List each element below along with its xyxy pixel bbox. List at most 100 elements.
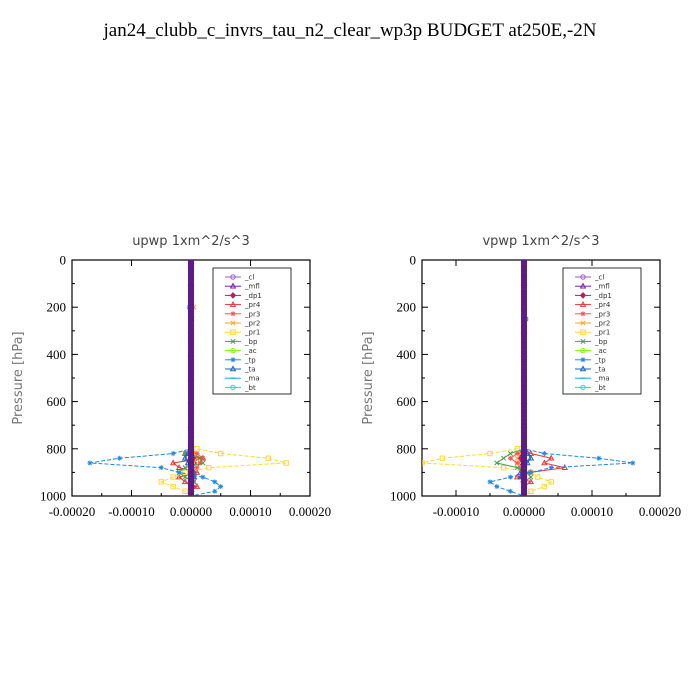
- legend: _cl_mfl_dp1_pr4_pr3_pr2_pr1_bp_ac_tp_ta_…: [212, 267, 292, 395]
- legend-label: _pr4: [244, 301, 261, 309]
- zero-line-marker: [188, 408, 194, 412]
- zero-line-marker: [521, 434, 527, 438]
- zero-line-marker: [521, 482, 527, 486]
- zero-line-marker: [521, 261, 527, 265]
- zero-line-marker: [521, 448, 527, 452]
- zero-line-marker: [188, 479, 194, 483]
- zero-line-marker: [188, 405, 194, 409]
- zero-line-marker: [521, 368, 527, 372]
- zero-line-marker: [521, 445, 527, 449]
- legend-label: _bp: [244, 338, 258, 346]
- x-tick-label: 0.00020: [639, 504, 681, 519]
- zero-line-marker: [521, 436, 527, 440]
- point-tp: [596, 455, 602, 461]
- zero-line-marker: [521, 354, 527, 358]
- y-tick-label: 200: [47, 300, 67, 315]
- zero-line-marker: [188, 434, 194, 438]
- zero-line-marker: [188, 272, 194, 276]
- zero-line-marker: [521, 275, 527, 279]
- legend-label: _ac: [244, 347, 257, 355]
- point-pr3: [514, 460, 520, 466]
- zero-line-marker: [521, 422, 527, 426]
- point-pr1: [170, 474, 176, 480]
- point-pr1: [487, 450, 493, 457]
- zero-line-marker: [188, 295, 194, 299]
- point-pr1: [265, 455, 272, 461]
- point-ta: [181, 454, 189, 461]
- figure-title: jan24_clubb_c_invrs_tau_n2_clear_wp3p BU…: [103, 20, 597, 41]
- zero-line-marker: [188, 312, 194, 316]
- zero-line-marker: [521, 391, 527, 395]
- zero-line-marker: [521, 374, 527, 378]
- x-tick-label: -0.00010: [433, 504, 480, 519]
- legend-label: _mfl: [594, 283, 610, 291]
- zero-line-marker: [521, 468, 527, 472]
- panel-title: upwp 1xm^2/s^3: [132, 234, 250, 249]
- zero-line-marker: [188, 261, 194, 265]
- zero-line-marker: [188, 377, 194, 381]
- zero-line-marker: [188, 374, 194, 378]
- zero-line-marker: [188, 303, 194, 307]
- zero-line-marker: [188, 320, 194, 324]
- zero-line-marker: [521, 451, 527, 455]
- zero-line-marker: [521, 397, 527, 401]
- zero-line-marker: [188, 448, 194, 452]
- legend-marker-bt: [230, 384, 236, 391]
- zero-line-marker: [521, 286, 527, 290]
- point-bp: [182, 474, 188, 480]
- zero-line-marker: [188, 394, 194, 398]
- y-tick-label: 400: [47, 347, 67, 362]
- series-group: [87, 260, 289, 496]
- point-pr1: [500, 464, 507, 471]
- x-tick-label: -0.00010: [108, 504, 155, 519]
- point-pr3: [194, 451, 200, 457]
- zero-line-marker: [188, 264, 194, 268]
- zero-line-marker: [521, 315, 527, 319]
- point-pr1: [548, 479, 554, 485]
- zero-line-marker: [188, 300, 194, 304]
- series-group: [422, 260, 636, 496]
- zero-line-marker: [188, 269, 194, 273]
- point-bp: [197, 455, 203, 461]
- legend-marker-pr4: [579, 300, 587, 307]
- zero-line-marker: [188, 292, 194, 296]
- point-tp: [170, 451, 176, 457]
- zero-line-marker: [521, 431, 527, 435]
- zero-line-marker: [521, 465, 527, 469]
- legend-marker-ta: [229, 365, 237, 372]
- point-pr1: [158, 479, 164, 485]
- zero-line-marker: [188, 465, 194, 469]
- zero-line-marker: [188, 354, 194, 358]
- point-pr1: [283, 460, 289, 466]
- zero-line-marker: [521, 306, 527, 310]
- zero-line-marker: [521, 476, 527, 480]
- zero-line-marker: [521, 473, 527, 477]
- zero-line-marker: [521, 357, 527, 361]
- legend-label: _bt: [594, 384, 606, 392]
- legend-label: _pr4: [594, 301, 611, 309]
- point-bp: [494, 460, 500, 466]
- zero-line-marker: [521, 453, 527, 457]
- point-bp: [514, 465, 520, 471]
- y-tick-label: 600: [397, 394, 417, 409]
- y-axis-label: Pressure [hPa]: [11, 331, 26, 424]
- zero-line-marker: [188, 278, 194, 282]
- zero-line-marker: [521, 425, 527, 429]
- point-tp: [158, 465, 164, 471]
- point-tp: [541, 451, 547, 457]
- zero-line-marker: [188, 451, 194, 455]
- zero-line-marker: [188, 383, 194, 387]
- zero-line-marker: [188, 431, 194, 435]
- zero-line-marker: [521, 360, 527, 364]
- point-pr3: [194, 465, 200, 471]
- zero-line-marker: [188, 388, 194, 392]
- legend-marker-pr3: [580, 311, 586, 317]
- point-pr4: [181, 478, 189, 485]
- zero-line-marker: [188, 363, 194, 367]
- zero-line-marker: [521, 343, 527, 347]
- zero-line-marker: [188, 473, 194, 477]
- point-pr3: [200, 455, 206, 461]
- legend-marker-cl: [580, 274, 586, 280]
- legend-label: _pr1: [594, 329, 610, 337]
- legend-label: _dp1: [244, 292, 262, 300]
